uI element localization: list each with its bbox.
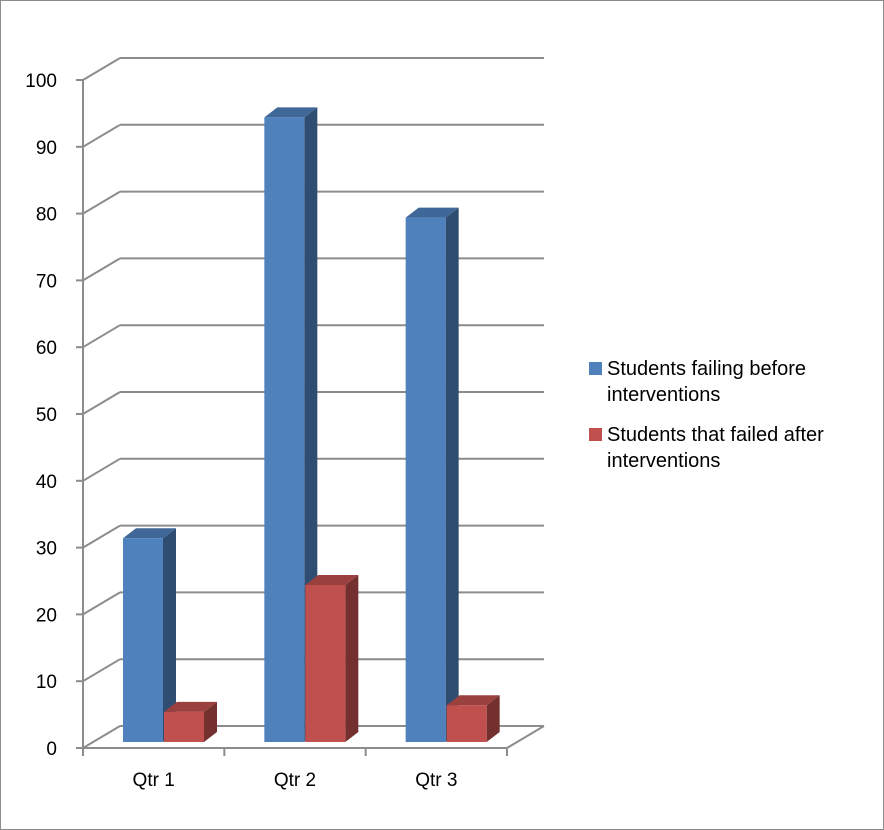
- bar-side: [486, 695, 500, 742]
- floor-right-edge: [506, 725, 545, 749]
- bar-side: [345, 575, 359, 742]
- bar: [264, 117, 305, 742]
- legend-label: Students that failed after: [607, 424, 824, 446]
- bar-top: [164, 701, 217, 712]
- bar-top: [123, 528, 176, 539]
- legend-label: interventions: [607, 384, 720, 406]
- gridline-slant: [82, 457, 121, 482]
- gridline-slant: [82, 591, 121, 616]
- gridline-slant: [82, 324, 121, 349]
- gridline-slant: [82, 257, 121, 282]
- bar-top: [305, 575, 359, 585]
- y-tick-label: 80: [36, 205, 57, 226]
- y-tick-label: 30: [36, 539, 57, 560]
- x-tick-label: Qtr 1: [133, 770, 175, 791]
- gridline-slant: [82, 725, 121, 749]
- legend-label: interventions: [607, 450, 720, 472]
- bar-side: [163, 528, 176, 742]
- gridline-slant: [82, 190, 121, 215]
- bar: [446, 705, 487, 742]
- legend-swatch: [589, 362, 602, 375]
- legend-swatch: [589, 428, 602, 441]
- bar-top: [446, 695, 500, 706]
- bar-top: [264, 107, 318, 118]
- bar-side: [204, 701, 217, 742]
- y-tick-label: 90: [36, 138, 57, 159]
- y-tick-label: 20: [36, 605, 57, 626]
- bar: [405, 217, 446, 743]
- bar: [164, 711, 204, 742]
- gridline-slant: [82, 57, 121, 81]
- legend-label: Students failing before: [607, 358, 806, 380]
- y-tick-label: 0: [46, 739, 57, 760]
- bar: [305, 585, 346, 742]
- y-tick-label: 40: [36, 472, 57, 493]
- bar-side: [445, 207, 459, 743]
- y-tick-label: 50: [36, 405, 57, 426]
- y-tick-label: 70: [36, 271, 57, 292]
- y-tick-label: 10: [36, 672, 57, 693]
- bar: [123, 538, 163, 742]
- gridline-slant: [82, 658, 121, 683]
- x-tick-label: Qtr 3: [415, 770, 457, 791]
- gridline-slant: [82, 524, 121, 549]
- y-tick-label: 100: [25, 71, 57, 92]
- bar-top: [405, 207, 459, 218]
- x-tick-label: Qtr 2: [274, 770, 316, 791]
- gridline-slant: [82, 391, 121, 415]
- gridline-slant: [82, 123, 121, 148]
- y-tick-label: 60: [36, 338, 57, 359]
